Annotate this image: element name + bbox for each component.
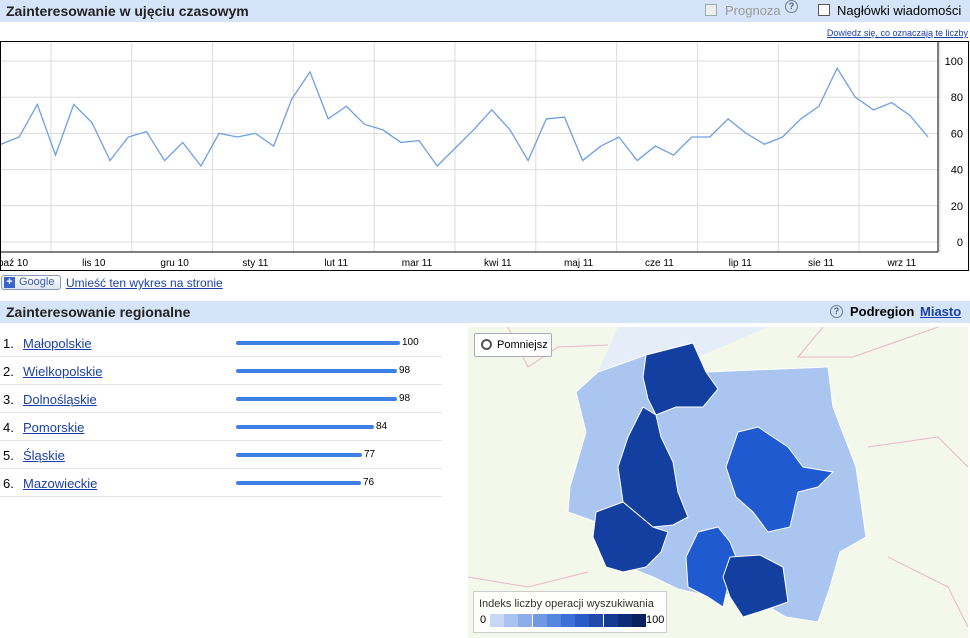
- x-tick-label: sie 11: [808, 258, 834, 269]
- region-row: 6. Mazowieckie 76: [0, 469, 442, 497]
- legend-swatch: [561, 614, 575, 627]
- x-tick-label: lut 11: [324, 258, 348, 269]
- y-tick-label: 60: [951, 128, 963, 140]
- time-section-header: Zainteresowanie w ujęciu czasowym Progno…: [0, 0, 970, 22]
- region-dolnoslaskie[interactable]: [592, 501, 669, 573]
- region-value: 84: [376, 421, 388, 432]
- x-tick-label: mar 11: [402, 258, 433, 269]
- region-row: 4. Pomorskie 84: [0, 413, 442, 441]
- google-add-button[interactable]: + Google: [1, 275, 61, 290]
- region-name-link[interactable]: Dolnośląskie: [23, 392, 97, 407]
- region-name-link[interactable]: Śląskie: [23, 448, 65, 463]
- x-tick-label: cze 11: [645, 258, 674, 269]
- regional-section-header: Zainteresowanie regionalne ? Podregion M…: [0, 301, 970, 323]
- region-mazowieckie[interactable]: [725, 426, 835, 533]
- region-value-bar: [236, 397, 397, 401]
- region-value: 98: [399, 393, 411, 404]
- region-name-link[interactable]: Pomorskie: [23, 420, 85, 435]
- region-wielkopolskie[interactable]: [617, 406, 689, 528]
- forecast-checkbox[interactable]: [705, 4, 717, 16]
- neighbor-border: [796, 327, 939, 358]
- legend-swatch: [490, 614, 504, 627]
- city-link[interactable]: Miasto: [920, 304, 962, 319]
- neighbor-border: [867, 436, 968, 468]
- region-value: 77: [364, 449, 376, 460]
- x-tick-label: wrz 11: [886, 258, 916, 269]
- region-slaskie[interactable]: [685, 526, 739, 608]
- region-value-bar: [236, 369, 397, 373]
- forecast-help-icon[interactable]: ?: [785, 0, 798, 13]
- map-legend: Indeks liczby operacji wyszukiwania 0 10…: [473, 591, 667, 633]
- region-pomorskie[interactable]: [642, 342, 719, 416]
- neighbor-border: [468, 571, 589, 588]
- region-value-bar: [236, 453, 362, 457]
- regional-section-title: Zainteresowanie regionalne: [6, 304, 191, 320]
- region-rank: 3.: [3, 392, 14, 407]
- region-value: 100: [402, 337, 419, 348]
- y-tick-label: 100: [945, 56, 963, 68]
- region-name-link[interactable]: Wielkopolskie: [23, 364, 103, 379]
- legend-swatch: [532, 614, 547, 627]
- google-label: Google: [19, 276, 55, 288]
- region-value-bar: [236, 341, 400, 345]
- subregion-label: Podregion: [850, 304, 915, 319]
- line-chart-svg: 100 80 60 40 20 0 paź 10 lis 10 gru 10 sty 11 lut …: [0, 42, 963, 269]
- region-rank: 5.: [3, 448, 14, 463]
- x-tick-label: lip 11: [729, 258, 753, 269]
- legend-swatch: [575, 614, 590, 627]
- news-headlines-checkbox[interactable]: [818, 4, 830, 16]
- region-malopolskie[interactable]: [722, 554, 789, 618]
- time-section-title: Zainteresowanie w ujęciu czasowym: [6, 3, 249, 19]
- region-value-bar: [236, 425, 374, 429]
- region-name-link[interactable]: Małopolskie: [23, 336, 92, 351]
- legend-swatch: [546, 614, 561, 627]
- x-tick-label: kwi 11: [484, 258, 512, 269]
- magnifier-icon: [481, 339, 492, 350]
- region-rank: 4.: [3, 420, 14, 435]
- series-line: [0, 66, 929, 168]
- zoom-out-label: Pomniejsz: [497, 339, 548, 351]
- legend-swatch: [603, 614, 618, 627]
- poland-map-svg: .rlow { fill:#a9c5f0; stroke:#fff; strok…: [468, 327, 968, 628]
- region-rank: 6.: [3, 476, 14, 491]
- region-rank: 1.: [3, 336, 14, 351]
- neighbor-border: [887, 556, 968, 628]
- x-tick-label: lis 10: [82, 258, 106, 269]
- region-row: 2. Wielkopolskie 98: [0, 357, 442, 385]
- news-headlines-label: Nagłówki wiadomości: [837, 3, 962, 18]
- region-value-bar: [236, 481, 361, 485]
- x-tick-label: paź 10: [1, 258, 28, 269]
- region-value: 98: [399, 365, 411, 376]
- region-row: 3. Dolnośląskie 98: [0, 385, 442, 413]
- legend-min: 0: [480, 614, 487, 626]
- x-tick-label: sty 11: [242, 258, 268, 269]
- forecast-label: Prognoza: [725, 3, 781, 18]
- regional-help-icon[interactable]: ?: [830, 305, 843, 318]
- region-row: 5. Śląskie 77: [0, 441, 442, 469]
- legend-swatch: [632, 614, 646, 627]
- legend-swatch: [518, 614, 533, 627]
- embed-chart-link[interactable]: Umieść ten wykres na stronie: [66, 276, 223, 290]
- plus-icon: +: [4, 277, 15, 288]
- y-tick-label: 0: [957, 237, 963, 249]
- what-numbers-mean-link[interactable]: Dowiedz się, co oznaczają te liczby: [826, 28, 968, 38]
- legend-swatch: [617, 614, 632, 627]
- legend-title: Indeks liczby operacji wyszukiwania: [479, 598, 654, 610]
- interest-over-time-chart: 100 80 60 40 20 0 paź 10 lis 10 gru 10 sty 11 lut …: [0, 41, 969, 271]
- y-tick-label: 20: [951, 201, 963, 213]
- region-row: 1. Małopolskie 100: [0, 329, 442, 357]
- legend-max: 100: [646, 614, 665, 626]
- region-map[interactable]: .rlow { fill:#a9c5f0; stroke:#fff; strok…: [468, 327, 968, 638]
- zoom-out-button[interactable]: Pomniejsz: [474, 333, 552, 357]
- legend-swatch: [504, 614, 519, 627]
- y-tick-label: 40: [951, 165, 963, 177]
- x-tick-label: maj 11: [564, 258, 594, 269]
- y-tick-label: 80: [951, 92, 963, 104]
- region-value: 76: [363, 477, 375, 488]
- region-name-link[interactable]: Mazowieckie: [23, 476, 98, 491]
- x-tick-label: gru 10: [160, 258, 189, 269]
- legend-swatch: [589, 614, 604, 627]
- region-rank: 2.: [3, 364, 14, 379]
